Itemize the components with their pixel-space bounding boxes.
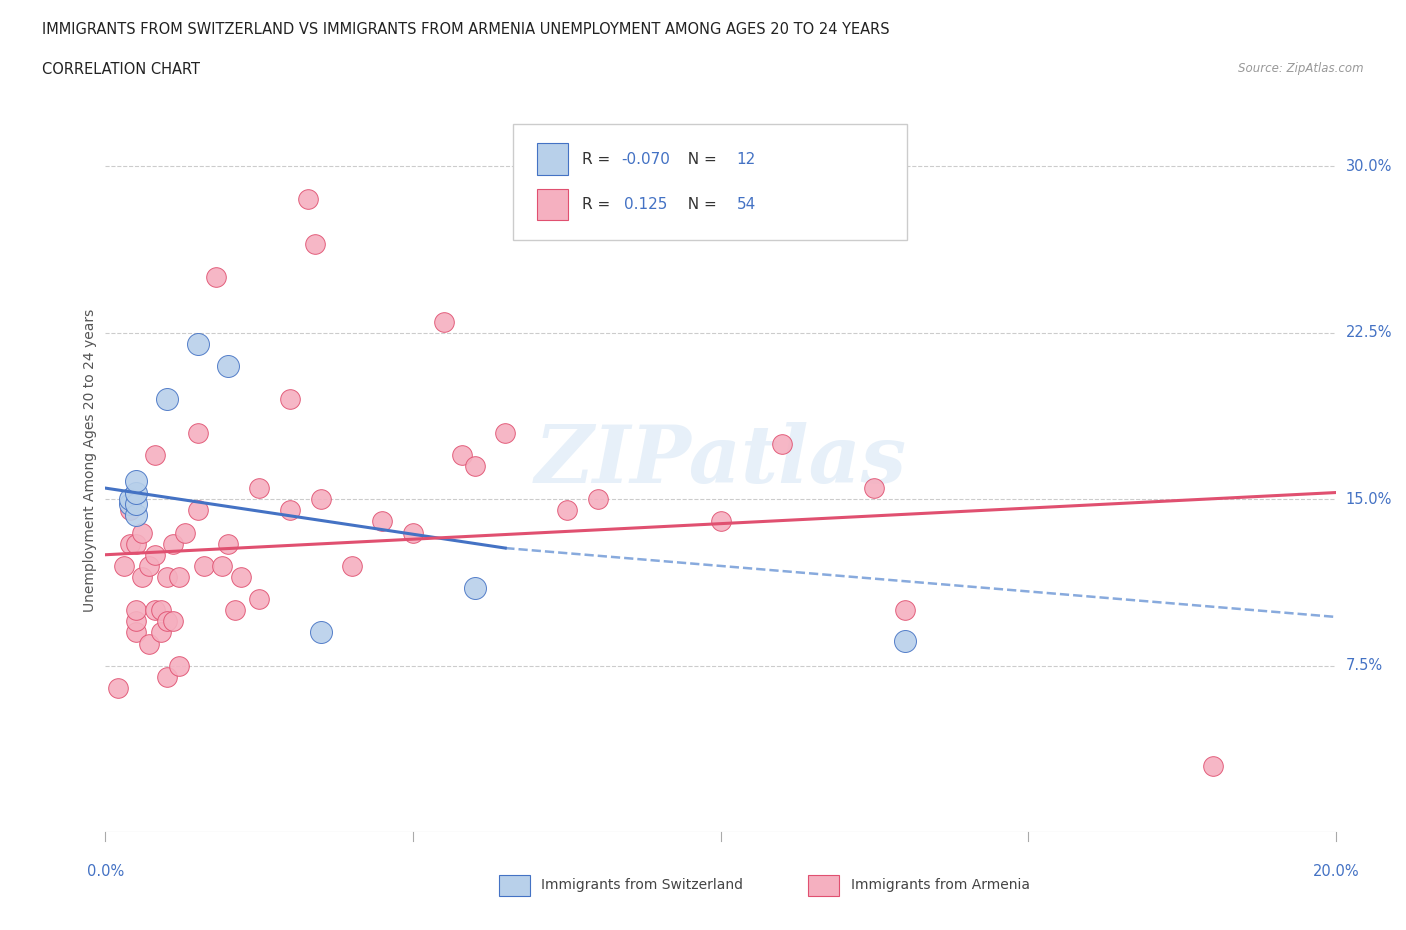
- Point: [464, 458, 486, 473]
- Point: [297, 192, 319, 206]
- Point: [107, 681, 129, 696]
- Point: [340, 558, 363, 573]
- Point: [402, 525, 425, 540]
- Point: [120, 497, 141, 512]
- Point: [125, 497, 148, 512]
- Point: [174, 525, 197, 540]
- Point: [218, 537, 240, 551]
- Point: [494, 425, 516, 440]
- Text: 15.0%: 15.0%: [1346, 492, 1392, 507]
- Point: [894, 603, 917, 618]
- Text: N =: N =: [678, 152, 721, 166]
- Point: [131, 525, 153, 540]
- Point: [309, 492, 332, 507]
- Point: [125, 485, 148, 500]
- Point: [224, 603, 246, 618]
- Point: [120, 537, 141, 551]
- Text: Source: ZipAtlas.com: Source: ZipAtlas.com: [1239, 62, 1364, 75]
- Point: [187, 425, 209, 440]
- Text: Immigrants from Armenia: Immigrants from Armenia: [851, 878, 1029, 893]
- Point: [169, 569, 191, 584]
- Point: [169, 658, 191, 673]
- Point: [112, 558, 135, 573]
- Point: [125, 603, 148, 618]
- Text: 54: 54: [737, 197, 756, 212]
- Point: [863, 481, 886, 496]
- Point: [278, 392, 301, 406]
- Point: [138, 558, 160, 573]
- Point: [229, 569, 252, 584]
- Point: [149, 625, 172, 640]
- Point: [894, 634, 917, 649]
- Text: ZIPatlas: ZIPatlas: [534, 421, 907, 499]
- Point: [278, 503, 301, 518]
- Text: N =: N =: [678, 197, 721, 212]
- Point: [149, 603, 172, 618]
- Text: -0.070: -0.070: [621, 152, 671, 166]
- Point: [125, 474, 148, 489]
- Point: [371, 514, 394, 529]
- Point: [162, 537, 184, 551]
- Y-axis label: Unemployment Among Ages 20 to 24 years: Unemployment Among Ages 20 to 24 years: [83, 309, 97, 612]
- Point: [156, 392, 179, 406]
- Point: [125, 625, 148, 640]
- Point: [120, 503, 141, 518]
- Point: [193, 558, 215, 573]
- Point: [143, 547, 166, 562]
- Point: [464, 580, 486, 595]
- Text: Immigrants from Switzerland: Immigrants from Switzerland: [541, 878, 744, 893]
- Point: [770, 436, 793, 451]
- Text: R =: R =: [582, 197, 620, 212]
- Point: [710, 514, 733, 529]
- Point: [309, 625, 332, 640]
- Text: 22.5%: 22.5%: [1346, 326, 1392, 340]
- Point: [304, 236, 326, 251]
- Point: [162, 614, 184, 629]
- Text: R =: R =: [582, 152, 616, 166]
- Point: [120, 492, 141, 507]
- Point: [187, 503, 209, 518]
- Point: [125, 508, 148, 523]
- Text: 12: 12: [737, 152, 756, 166]
- Point: [586, 492, 609, 507]
- Text: 30.0%: 30.0%: [1346, 159, 1392, 174]
- Point: [555, 503, 578, 518]
- Point: [125, 614, 148, 629]
- Text: 0.0%: 0.0%: [87, 864, 124, 879]
- Point: [131, 569, 153, 584]
- Point: [205, 270, 228, 285]
- Point: [187, 337, 209, 352]
- Text: 7.5%: 7.5%: [1346, 658, 1382, 673]
- Text: CORRELATION CHART: CORRELATION CHART: [42, 62, 200, 77]
- Point: [156, 614, 179, 629]
- Point: [143, 447, 166, 462]
- Point: [218, 359, 240, 374]
- Point: [138, 636, 160, 651]
- Text: 20.0%: 20.0%: [1312, 864, 1360, 879]
- Text: IMMIGRANTS FROM SWITZERLAND VS IMMIGRANTS FROM ARMENIA UNEMPLOYMENT AMONG AGES 2: IMMIGRANTS FROM SWITZERLAND VS IMMIGRANT…: [42, 22, 890, 37]
- Point: [247, 591, 270, 606]
- Point: [211, 558, 233, 573]
- Point: [125, 537, 148, 551]
- Text: 0.125: 0.125: [624, 197, 668, 212]
- Point: [247, 481, 270, 496]
- Point: [433, 314, 456, 329]
- Point: [451, 447, 474, 462]
- Point: [156, 670, 179, 684]
- Point: [156, 569, 179, 584]
- Point: [143, 603, 166, 618]
- Point: [1201, 758, 1223, 773]
